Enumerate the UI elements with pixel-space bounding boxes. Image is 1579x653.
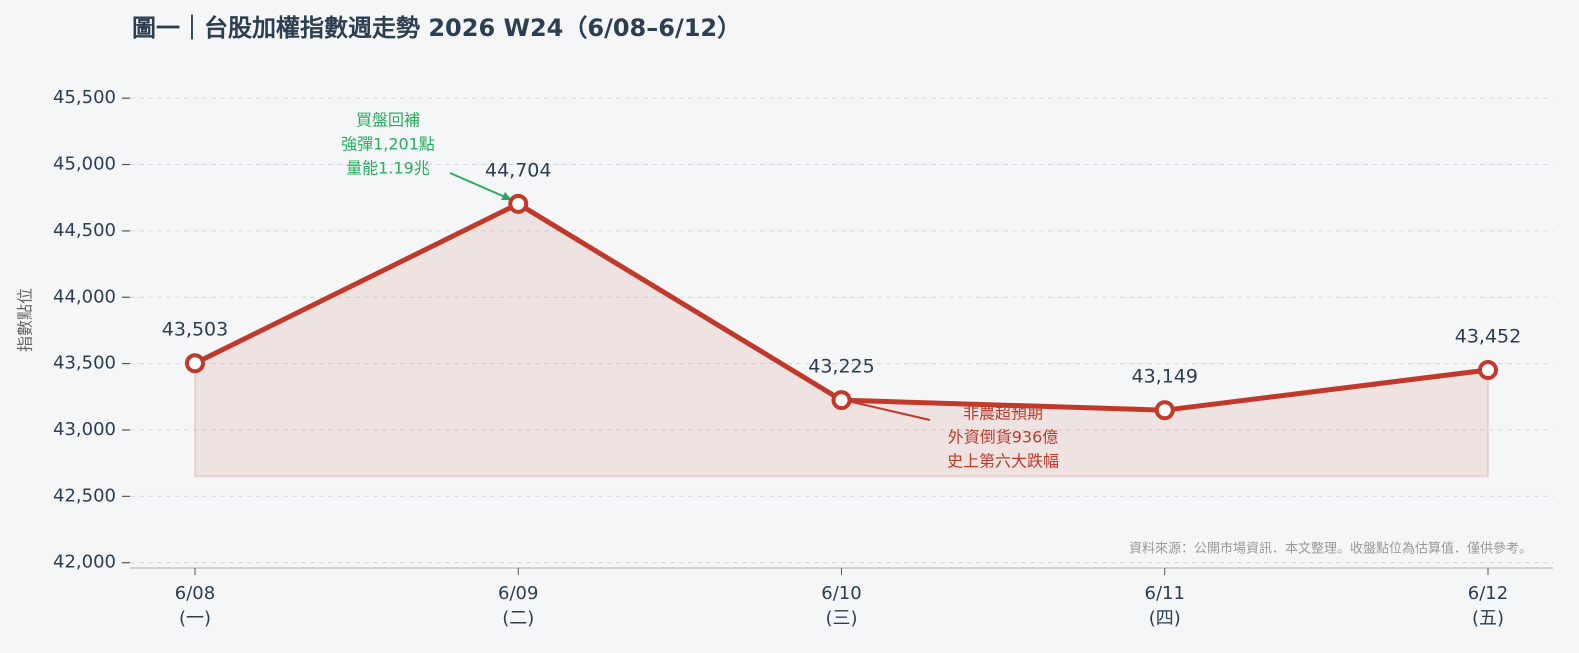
y-tick-label: 43,500 <box>53 353 116 374</box>
point-marker <box>1154 400 1175 421</box>
y-tick-label: 43,000 <box>53 419 116 440</box>
annotation-arrowhead <box>501 192 512 200</box>
point-marker <box>831 390 852 411</box>
x-tick-label: (四) <box>1149 608 1181 629</box>
value-label: 43,452 <box>1455 325 1521 347</box>
x-tick-label: 6/10 <box>821 583 861 604</box>
x-tick-label: (一) <box>179 608 211 629</box>
value-label: 43,225 <box>808 356 874 378</box>
annotation: 量能1.19兆 <box>346 159 430 178</box>
x-tick-label: 6/12 <box>1468 583 1508 604</box>
value-label: 43,503 <box>162 319 228 341</box>
annotation: 非農超預期 <box>963 404 1043 423</box>
y-tick-label: 44,500 <box>53 220 116 241</box>
y-tick-label: 45,000 <box>53 154 116 175</box>
point-marker <box>508 193 529 214</box>
y-tick-label: 42,500 <box>53 485 116 506</box>
x-tick-label: 6/09 <box>498 583 538 604</box>
point-marker <box>1478 359 1498 380</box>
value-label: 43,149 <box>1132 366 1198 388</box>
x-tick-label: (二) <box>502 608 534 629</box>
annotation: 史上第六大跌幅 <box>947 452 1059 471</box>
x-tick-label: (五) <box>1472 608 1504 629</box>
point-marker <box>185 353 205 374</box>
annotation: 買盤回補 <box>356 111 420 130</box>
x-tick-label: (三) <box>825 608 857 629</box>
y-axis-label: 指數點位 <box>16 288 35 352</box>
y-tick-label: 45,500 <box>53 87 116 108</box>
x-tick-label: 6/08 <box>175 583 215 604</box>
annotation: 強彈1,201點 <box>341 135 435 154</box>
annotation: 外資倒貨936億 <box>948 428 1059 447</box>
chart-title: 圖一｜台股加權指數週走勢 2026 W24（6/08–6/12） <box>132 14 741 42</box>
annotation-arrow <box>449 172 513 201</box>
y-tick-label: 42,000 <box>53 552 116 573</box>
x-tick-label: 6/11 <box>1145 583 1185 604</box>
value-label: 44,704 <box>485 159 551 181</box>
annotation-arrow <box>851 401 931 421</box>
y-tick-label: 44,000 <box>53 286 116 307</box>
area <box>194 202 1489 478</box>
source-note: 資料來源：公開市場資訊．本文整理。收盤點位為估算值．僅供參考。 <box>1129 541 1532 557</box>
